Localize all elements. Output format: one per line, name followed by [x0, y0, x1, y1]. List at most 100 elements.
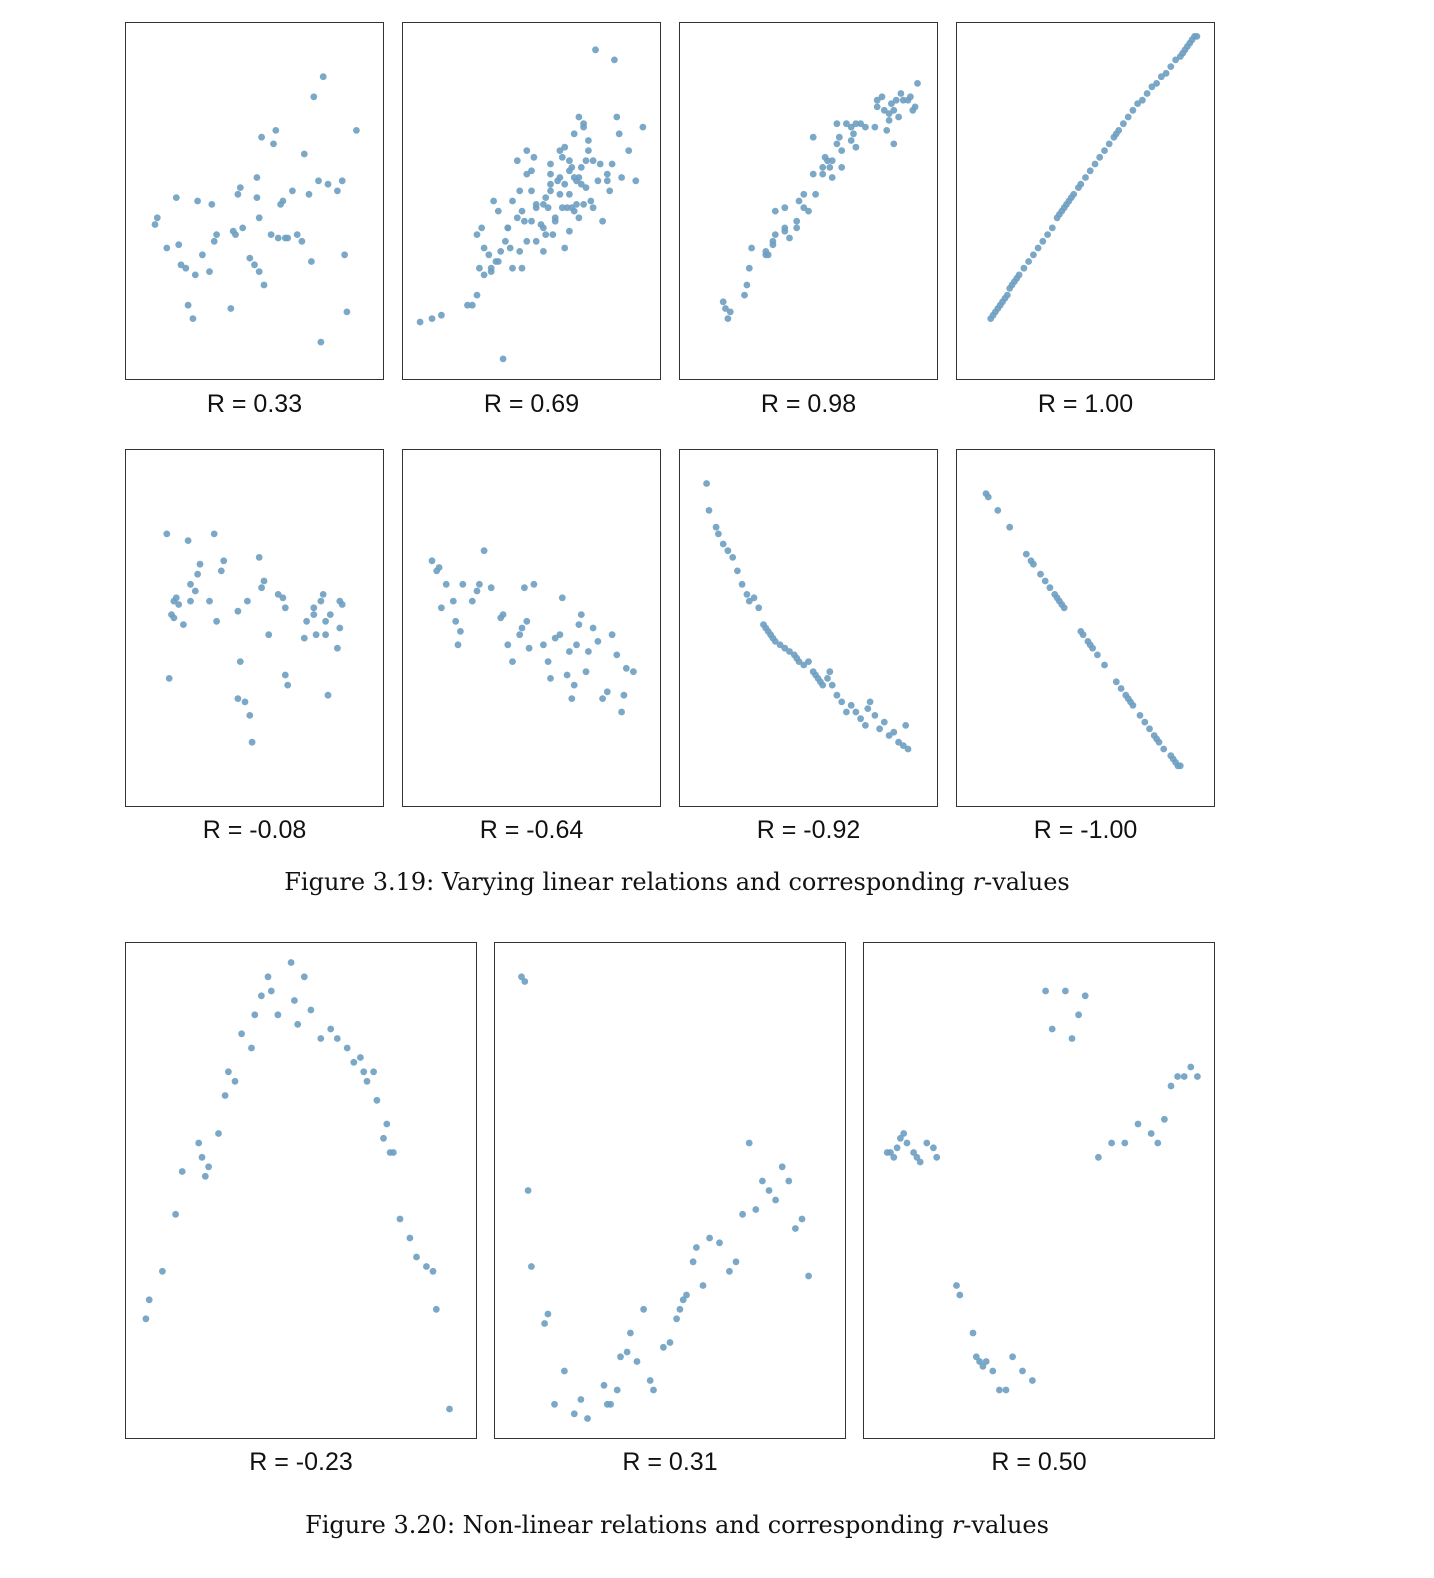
data-point: [172, 194, 180, 202]
data-point: [878, 93, 886, 101]
data-point: [930, 1144, 937, 1152]
data-point: [317, 1035, 325, 1042]
data-point: [910, 1149, 917, 1156]
data-point: [556, 174, 564, 181]
data-point: [478, 224, 486, 232]
data-point: [1077, 180, 1085, 188]
data-point: [220, 557, 228, 565]
data-point: [575, 113, 583, 121]
data-point: [264, 973, 272, 981]
data-point: [568, 204, 576, 212]
data-point: [916, 1158, 924, 1166]
data-point: [1048, 1025, 1056, 1033]
data-point: [914, 80, 921, 87]
data-point: [549, 231, 557, 239]
data-point: [246, 712, 254, 719]
data-point: [1096, 153, 1104, 161]
data-point: [566, 190, 573, 198]
data-point: [1112, 678, 1120, 686]
data-point: [693, 1244, 700, 1251]
data-point: [180, 621, 187, 628]
data-point: [544, 1310, 552, 1318]
data-point: [446, 1405, 453, 1413]
data-point: [618, 174, 625, 181]
data-point: [683, 1291, 690, 1299]
data-point: [390, 1149, 397, 1156]
data-point: [1030, 251, 1037, 259]
data-point: [246, 254, 254, 262]
data-point: [175, 601, 183, 608]
data-point: [260, 281, 268, 289]
data-point: [570, 130, 578, 138]
data-point: [852, 143, 860, 151]
data-point: [792, 1225, 799, 1232]
data-point: [640, 1305, 647, 1313]
data-point: [194, 570, 201, 578]
data-point: [772, 1196, 779, 1204]
data-point: [871, 123, 879, 131]
data-point: [336, 624, 344, 632]
data-point: [172, 594, 180, 602]
data-point: [800, 204, 808, 212]
figure-caption-3-19: Figure 3.19: Varying linear relations an…: [0, 868, 1354, 896]
data-point: [473, 587, 481, 595]
scatter-panel-r-0-33: [125, 22, 384, 380]
data-point: [413, 1253, 420, 1261]
data-point: [163, 530, 171, 538]
data-point: [357, 1054, 364, 1061]
data-point: [1089, 644, 1096, 652]
data-point: [1075, 1011, 1082, 1019]
data-point: [722, 305, 729, 312]
data-point: [812, 190, 819, 198]
data-point: [210, 530, 218, 538]
data-point: [883, 127, 891, 134]
data-point: [1134, 1120, 1142, 1128]
data-point: [979, 1362, 987, 1370]
data-point: [828, 157, 836, 165]
data-point: [326, 611, 334, 618]
data-point: [423, 1263, 430, 1270]
data-point: [1146, 725, 1153, 733]
data-point: [741, 291, 748, 299]
data-point: [251, 261, 258, 269]
data-point: [551, 1400, 558, 1408]
data-point: [234, 190, 242, 198]
data-point: [213, 231, 220, 239]
data-point: [170, 614, 178, 622]
r-value-label: R = 0.31: [622, 1448, 718, 1476]
data-point: [459, 580, 467, 588]
data-point: [532, 237, 540, 245]
data-point: [287, 959, 295, 966]
data-point: [617, 1353, 624, 1361]
data-point: [953, 1282, 960, 1289]
data-point: [712, 523, 720, 531]
data-point: [272, 127, 280, 134]
data-point: [343, 1044, 351, 1052]
data-point: [582, 157, 590, 165]
data-point: [523, 147, 531, 154]
data-point: [577, 164, 585, 171]
data-point: [1030, 560, 1037, 568]
data-point: [897, 1134, 904, 1142]
data-point: [1167, 1082, 1175, 1090]
data-point: [719, 540, 727, 548]
data-point: [843, 708, 850, 716]
data-point: [613, 651, 621, 659]
data-point: [428, 315, 436, 322]
data-point: [396, 1215, 404, 1223]
data-point: [623, 1348, 631, 1356]
data-point: [625, 147, 633, 154]
data-point: [778, 1163, 786, 1171]
data-point: [1193, 33, 1201, 40]
data-point: [213, 617, 220, 625]
data-point: [1120, 120, 1127, 128]
data-point: [603, 170, 611, 178]
data-point: [599, 217, 606, 225]
data-point: [523, 617, 531, 625]
data-point: [577, 1396, 585, 1403]
data-point: [887, 1149, 894, 1156]
data-point: [703, 480, 710, 487]
data-point: [755, 604, 763, 612]
data-point: [824, 157, 831, 165]
data-point: [205, 1163, 212, 1171]
